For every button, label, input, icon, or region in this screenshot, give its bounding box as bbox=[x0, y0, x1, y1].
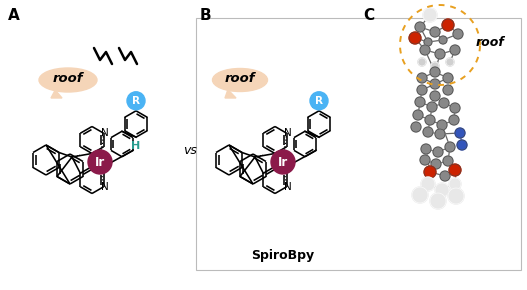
Circle shape bbox=[420, 45, 430, 55]
Circle shape bbox=[449, 115, 459, 125]
Circle shape bbox=[418, 58, 426, 66]
Circle shape bbox=[411, 122, 421, 132]
Circle shape bbox=[448, 188, 464, 204]
Circle shape bbox=[433, 147, 443, 157]
Text: R: R bbox=[315, 96, 323, 106]
Circle shape bbox=[449, 164, 461, 176]
Text: A: A bbox=[8, 8, 19, 23]
Text: N: N bbox=[101, 128, 109, 138]
Ellipse shape bbox=[39, 68, 97, 92]
Text: N: N bbox=[101, 182, 109, 192]
Circle shape bbox=[443, 73, 453, 83]
Text: Ir: Ir bbox=[95, 155, 105, 168]
Polygon shape bbox=[225, 90, 236, 98]
Circle shape bbox=[417, 85, 427, 95]
Circle shape bbox=[453, 29, 463, 39]
Circle shape bbox=[412, 187, 428, 203]
Circle shape bbox=[443, 156, 453, 166]
Circle shape bbox=[439, 98, 449, 108]
Text: B: B bbox=[200, 8, 212, 23]
Circle shape bbox=[431, 62, 439, 70]
Circle shape bbox=[435, 49, 445, 59]
Circle shape bbox=[431, 159, 441, 169]
Circle shape bbox=[424, 166, 436, 178]
Text: H: H bbox=[131, 141, 141, 151]
Text: C: C bbox=[363, 8, 374, 23]
Circle shape bbox=[430, 91, 440, 101]
Polygon shape bbox=[51, 90, 62, 98]
Text: H: H bbox=[311, 100, 320, 110]
Circle shape bbox=[413, 110, 423, 120]
Text: roof: roof bbox=[225, 72, 255, 86]
Circle shape bbox=[442, 19, 454, 31]
Circle shape bbox=[423, 8, 437, 22]
Circle shape bbox=[420, 155, 430, 165]
Circle shape bbox=[424, 38, 432, 46]
Text: roof: roof bbox=[53, 72, 83, 86]
Circle shape bbox=[425, 115, 435, 125]
Circle shape bbox=[415, 22, 425, 32]
Circle shape bbox=[417, 73, 427, 83]
Text: N: N bbox=[284, 182, 291, 192]
Circle shape bbox=[443, 85, 453, 95]
Circle shape bbox=[421, 177, 435, 191]
Circle shape bbox=[437, 120, 447, 130]
Circle shape bbox=[449, 178, 461, 190]
Circle shape bbox=[271, 150, 295, 174]
Circle shape bbox=[457, 140, 467, 150]
Circle shape bbox=[450, 45, 460, 55]
Text: N: N bbox=[284, 128, 291, 138]
Bar bbox=[196, 18, 521, 270]
Circle shape bbox=[310, 92, 328, 110]
Circle shape bbox=[430, 193, 446, 209]
Text: Ir: Ir bbox=[278, 155, 288, 168]
Circle shape bbox=[435, 183, 449, 197]
Circle shape bbox=[127, 92, 145, 110]
Circle shape bbox=[430, 79, 440, 89]
Circle shape bbox=[88, 150, 112, 174]
Ellipse shape bbox=[212, 68, 268, 92]
Circle shape bbox=[423, 127, 433, 137]
Text: SpiroBpy: SpiroBpy bbox=[251, 249, 315, 262]
Circle shape bbox=[409, 32, 421, 44]
Circle shape bbox=[445, 142, 455, 152]
Circle shape bbox=[439, 36, 447, 44]
Circle shape bbox=[421, 144, 431, 154]
Circle shape bbox=[440, 171, 450, 181]
Text: vs: vs bbox=[183, 144, 197, 157]
Circle shape bbox=[415, 97, 425, 107]
Circle shape bbox=[446, 58, 454, 66]
Circle shape bbox=[430, 67, 440, 77]
Text: R: R bbox=[132, 96, 140, 106]
Text: roof: roof bbox=[475, 35, 504, 48]
Circle shape bbox=[430, 27, 440, 37]
Circle shape bbox=[435, 129, 445, 139]
Circle shape bbox=[427, 102, 437, 112]
Circle shape bbox=[450, 103, 460, 113]
Circle shape bbox=[455, 128, 465, 138]
